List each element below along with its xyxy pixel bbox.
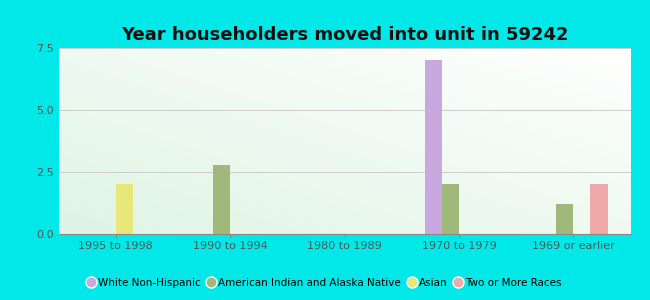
Bar <box>590 184 608 234</box>
Bar <box>424 60 442 234</box>
Bar <box>556 204 573 234</box>
Title: Year householders moved into unit in 59242: Year householders moved into unit in 592… <box>121 26 568 44</box>
Legend: White Non-Hispanic, American Indian and Alaska Native, Asian, Two or More Races: White Non-Hispanic, American Indian and … <box>84 273 566 292</box>
Bar <box>213 165 230 234</box>
Bar <box>116 184 133 234</box>
Bar <box>442 184 459 234</box>
